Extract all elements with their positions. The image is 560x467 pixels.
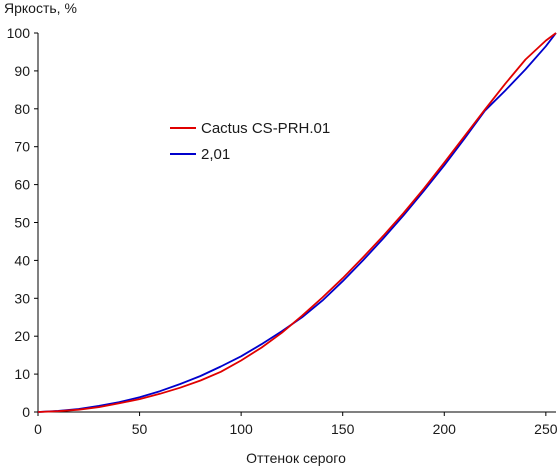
x-tick-label: 50 (132, 421, 148, 437)
y-tick-label: 100 (7, 25, 31, 41)
legend: Cactus CS-PRH.01 2,01 (170, 120, 330, 163)
y-tick-label: 10 (14, 366, 30, 382)
x-axis-title: Оттенок серого (246, 450, 346, 466)
legend-label-1: 2,01 (201, 146, 230, 163)
y-tick-labels: 0 10 20 30 40 50 60 70 80 90 100 (7, 25, 31, 420)
y-tick-label: 40 (14, 252, 30, 268)
series-lines (37, 32, 557, 413)
x-tick-label: 0 (34, 421, 42, 437)
y-tick-label: 60 (14, 177, 30, 193)
y-tick-label: 30 (14, 290, 30, 306)
series-line-0 (37, 32, 557, 413)
x-tick-label: 100 (229, 421, 253, 437)
y-tick-label: 70 (14, 139, 30, 155)
x-tick-label: 150 (331, 421, 355, 437)
x-tick-label: 200 (433, 421, 457, 437)
series-line-1 (37, 32, 557, 413)
y-tick-label: 50 (14, 215, 30, 231)
axes (34, 32, 556, 416)
y-tick-label: 20 (14, 328, 30, 344)
y-tick-label: 80 (14, 101, 30, 117)
y-tick-label: 0 (22, 404, 30, 420)
legend-label-0: Cactus CS-PRH.01 (201, 120, 330, 137)
x-tick-label: 250 (534, 421, 558, 437)
y-axis-title: Яркость, % (4, 0, 77, 16)
y-tick-label: 90 (14, 63, 30, 79)
x-tick-labels: 0 50 100 150 200 250 (34, 421, 558, 437)
